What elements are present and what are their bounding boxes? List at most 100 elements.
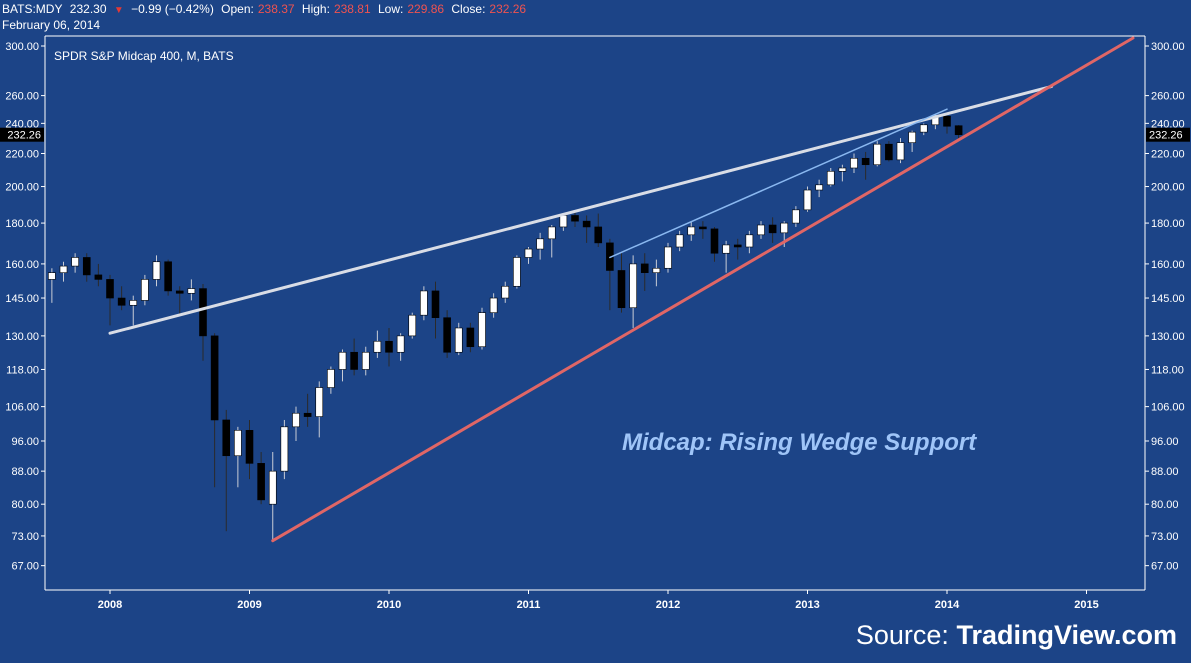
y-tick-label-left: 130.00 bbox=[5, 331, 39, 343]
candle-body bbox=[943, 115, 951, 127]
y-tick-label-right: 106.00 bbox=[1151, 402, 1185, 414]
x-tick-label: 2015 bbox=[1074, 599, 1098, 611]
y-tick-label-right: 200.00 bbox=[1151, 182, 1185, 194]
candle-body bbox=[443, 317, 451, 353]
candle-body bbox=[292, 412, 300, 428]
candle-body bbox=[152, 261, 161, 280]
candle-body bbox=[908, 131, 916, 143]
candle-body bbox=[675, 234, 684, 248]
y-tick-label-right: 240.00 bbox=[1151, 118, 1185, 130]
candle-body bbox=[757, 224, 765, 236]
candle-body bbox=[117, 297, 126, 306]
candle-body bbox=[896, 142, 905, 161]
y-tick-label-right: 260.00 bbox=[1151, 91, 1185, 103]
candle-body bbox=[524, 248, 533, 258]
source-watermark: Source: TradingView.com bbox=[856, 620, 1177, 651]
y-tick-label-left: 145.00 bbox=[5, 293, 39, 305]
candle-body bbox=[234, 430, 242, 457]
candle-body bbox=[733, 244, 742, 248]
open-label: Open: bbox=[221, 2, 254, 16]
support-trendline bbox=[271, 36, 1135, 543]
x-tick-label: 2010 bbox=[377, 599, 401, 611]
candle-body bbox=[175, 290, 184, 294]
y-tick-label-left: 67.00 bbox=[11, 561, 39, 573]
candle-body bbox=[838, 167, 847, 172]
candle-body bbox=[71, 257, 79, 267]
candle-body bbox=[501, 285, 510, 299]
x-tick-label: 2009 bbox=[237, 599, 261, 611]
candle-body bbox=[164, 261, 172, 292]
y-tick-label-left: 240.00 bbox=[5, 118, 39, 130]
candle-body bbox=[373, 340, 382, 353]
candle-body bbox=[396, 335, 405, 353]
candle-body bbox=[687, 226, 696, 236]
candle-body bbox=[129, 300, 138, 306]
candle-body bbox=[594, 226, 603, 244]
source-brand: TradingView.com bbox=[956, 620, 1177, 650]
candle-body bbox=[885, 143, 893, 161]
candle-body bbox=[559, 215, 568, 228]
candle-body bbox=[187, 288, 196, 294]
candle-body bbox=[640, 263, 649, 273]
last-price-label-left: 232.26 bbox=[7, 130, 41, 142]
candle-body bbox=[478, 312, 486, 348]
y-tick-label-left: 160.00 bbox=[5, 259, 39, 271]
candle-body bbox=[571, 215, 579, 222]
high-value: 238.81 bbox=[333, 2, 371, 16]
candle-body bbox=[361, 351, 370, 370]
y-tick-label-right: 300.00 bbox=[1151, 41, 1185, 53]
candle-body bbox=[222, 419, 231, 457]
y-tick-label-left: 73.00 bbox=[11, 531, 39, 543]
candle-body bbox=[327, 369, 335, 388]
candle-body bbox=[768, 224, 777, 234]
candle-body bbox=[710, 228, 719, 254]
candle-body bbox=[408, 314, 417, 337]
x-tick-label: 2013 bbox=[795, 599, 819, 611]
candle-body bbox=[582, 220, 591, 228]
y-tick-label-right: 130.00 bbox=[1151, 331, 1185, 343]
y-tick-label-right: 73.00 bbox=[1151, 531, 1179, 543]
y-tick-label-right: 160.00 bbox=[1151, 259, 1185, 271]
y-tick-label-right: 220.00 bbox=[1151, 149, 1185, 161]
close-value: 232.26 bbox=[489, 2, 527, 16]
candle-body bbox=[513, 257, 521, 287]
candle-body bbox=[199, 288, 207, 337]
candle-body bbox=[385, 340, 393, 353]
candle-body bbox=[850, 157, 858, 169]
candle-body bbox=[315, 387, 324, 417]
y-tick-label-right: 180.00 bbox=[1151, 218, 1185, 230]
y-tick-label-right: 96.00 bbox=[1151, 436, 1179, 448]
x-tick-label: 2011 bbox=[517, 599, 541, 611]
candle-body bbox=[780, 222, 789, 234]
candle-body bbox=[48, 272, 56, 280]
y-tick-label-right: 118.00 bbox=[1151, 364, 1184, 376]
change: −0.99 (−0.42%) bbox=[131, 2, 214, 16]
y-tick-label-left: 80.00 bbox=[11, 499, 39, 511]
y-tick-label-left: 180.00 bbox=[5, 218, 39, 230]
resistance-trendline bbox=[108, 84, 1054, 335]
chart-title: SPDR S&P Midcap 400, M, BATS bbox=[54, 49, 234, 63]
y-tick-label-right: 80.00 bbox=[1151, 499, 1179, 511]
candle-body bbox=[629, 263, 637, 309]
high-label: High: bbox=[301, 2, 330, 16]
candle-body bbox=[350, 351, 358, 370]
candle-body bbox=[699, 226, 707, 230]
candle-body bbox=[745, 234, 754, 248]
y-tick-label-right: 67.00 bbox=[1151, 561, 1179, 573]
candle-body bbox=[106, 279, 114, 299]
candle-body bbox=[59, 265, 68, 273]
inner-trendline bbox=[609, 108, 948, 259]
x-tick-label: 2012 bbox=[656, 599, 680, 611]
y-tick-label-left: 220.00 bbox=[5, 149, 39, 161]
y-tick-label-left: 106.00 bbox=[5, 402, 39, 414]
candle-body bbox=[82, 257, 91, 276]
symbol[interactable]: BATS:MDY bbox=[2, 2, 63, 16]
y-tick-label-left: 200.00 bbox=[5, 182, 39, 194]
down-triangle-icon: ▼ bbox=[113, 5, 124, 16]
y-tick-label-right: 145.00 bbox=[1151, 293, 1185, 305]
candle-body bbox=[954, 125, 963, 136]
chart-header: BATS:MDY 232.30 ▼ −0.99 (−0.42%) Open: 23… bbox=[0, 0, 1191, 36]
y-tick-label-left: 118.00 bbox=[6, 364, 39, 376]
candle-body bbox=[454, 327, 463, 353]
